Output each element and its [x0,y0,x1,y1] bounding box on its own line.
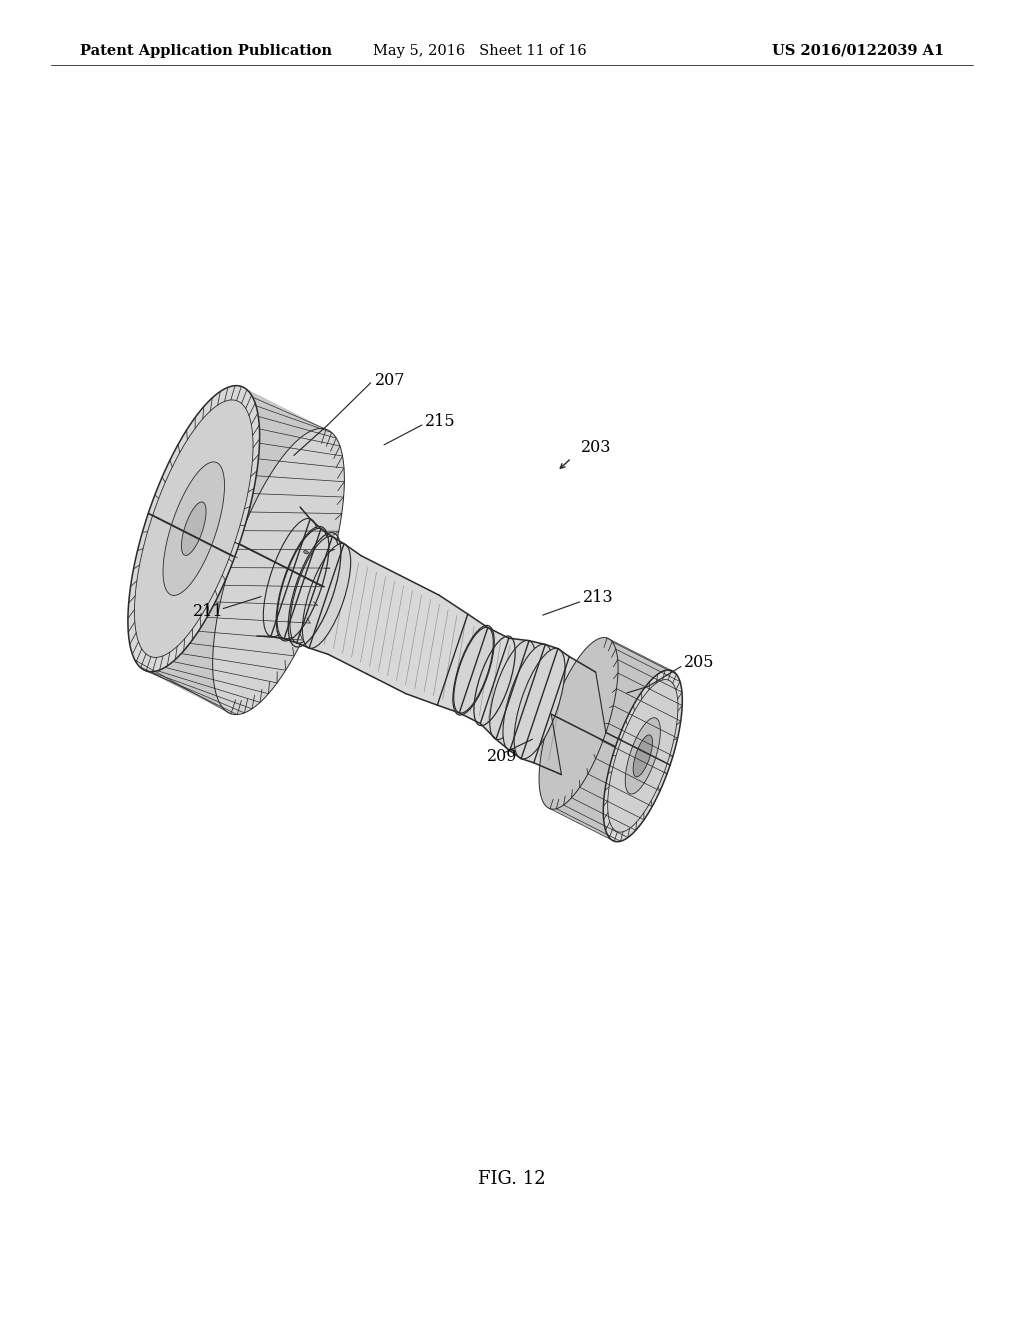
Text: May 5, 2016   Sheet 11 of 16: May 5, 2016 Sheet 11 of 16 [373,44,587,58]
Text: 205: 205 [684,655,715,671]
Ellipse shape [489,640,536,739]
Ellipse shape [514,648,565,759]
Text: 203: 203 [581,440,611,455]
Polygon shape [603,671,682,842]
Polygon shape [128,385,260,672]
Text: 209: 209 [487,748,518,764]
Text: 215: 215 [425,413,456,429]
Text: 211: 211 [193,603,223,619]
Polygon shape [134,400,253,657]
Polygon shape [181,502,206,556]
Polygon shape [257,507,596,775]
Text: 207: 207 [375,372,406,388]
Polygon shape [607,680,678,832]
Text: Patent Application Publication: Patent Application Publication [80,44,332,58]
Text: US 2016/0122039 A1: US 2016/0122039 A1 [772,44,944,58]
Polygon shape [633,735,652,777]
Polygon shape [550,638,682,842]
Polygon shape [128,385,326,714]
Polygon shape [539,638,672,841]
Ellipse shape [302,544,350,648]
Polygon shape [146,387,344,714]
Ellipse shape [290,536,339,643]
Polygon shape [626,718,660,795]
Ellipse shape [263,519,317,636]
Ellipse shape [503,644,552,751]
Polygon shape [163,462,224,595]
Text: 213: 213 [583,590,613,606]
Ellipse shape [304,550,308,554]
Text: FIG. 12: FIG. 12 [478,1170,546,1188]
Ellipse shape [278,528,328,639]
Ellipse shape [454,627,494,713]
